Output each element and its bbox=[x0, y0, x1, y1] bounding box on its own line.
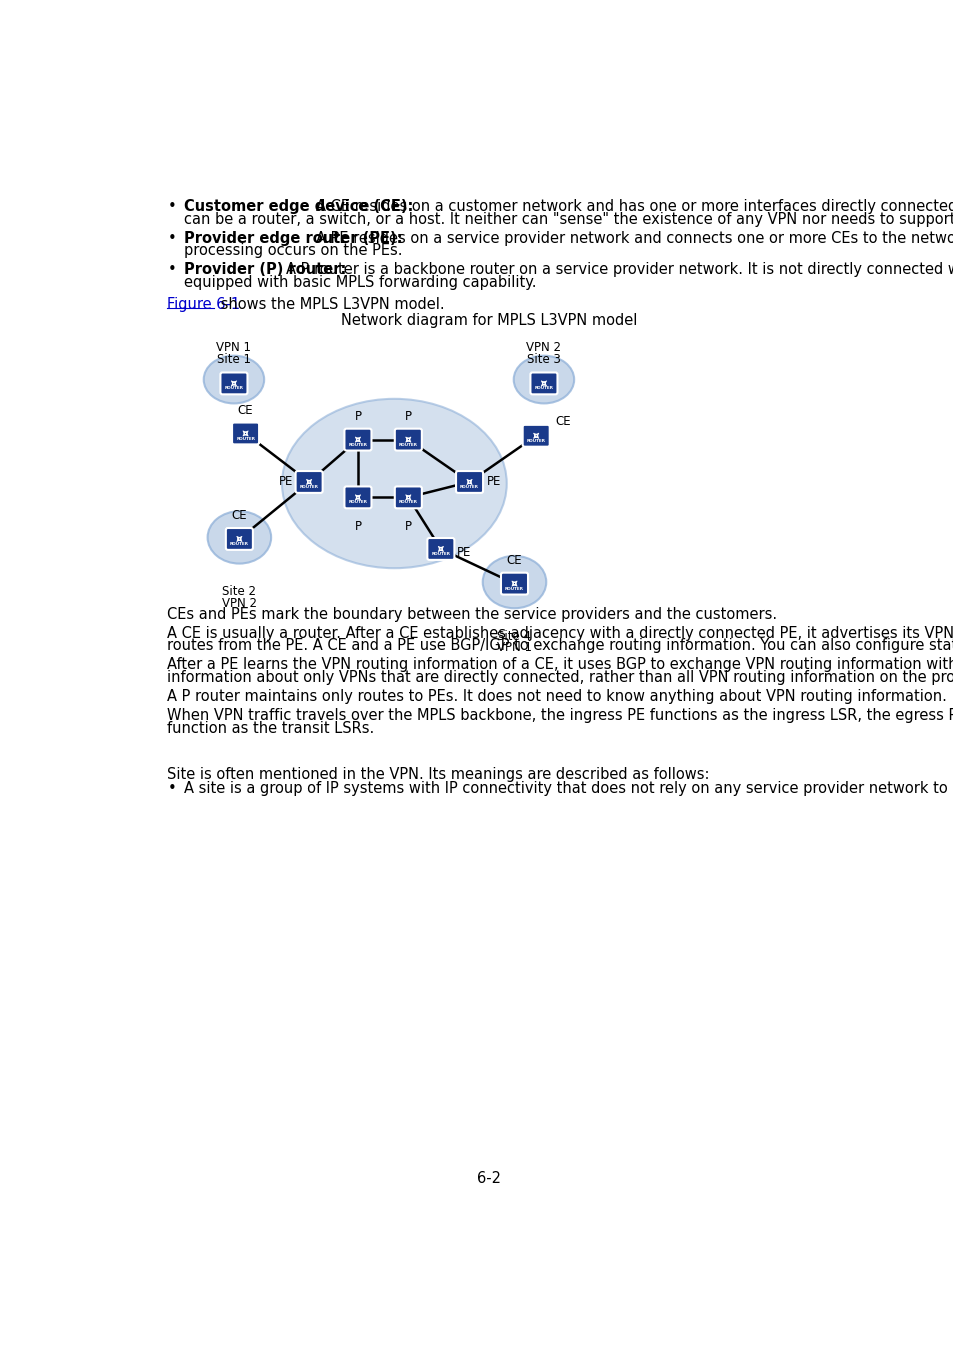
FancyBboxPatch shape bbox=[344, 429, 371, 451]
Text: •: • bbox=[167, 198, 176, 213]
Ellipse shape bbox=[204, 355, 264, 404]
Text: A CE resides on a customer network and has one or more interfaces directly conne: A CE resides on a customer network and h… bbox=[315, 198, 953, 213]
Text: A P router maintains only routes to PEs. It does not need to know anything about: A P router maintains only routes to PEs.… bbox=[167, 688, 946, 705]
Text: Customer edge device (CE):: Customer edge device (CE): bbox=[184, 198, 418, 213]
Text: ROUTER: ROUTER bbox=[459, 485, 478, 489]
Text: CEs and PEs mark the boundary between the service providers and the customers.: CEs and PEs mark the boundary between th… bbox=[167, 606, 777, 622]
Text: Figure 6-1: Figure 6-1 bbox=[167, 297, 240, 312]
Text: routes from the PE. A CE and a PE use BGP/IGP to exchange routing information. Y: routes from the PE. A CE and a PE use BG… bbox=[167, 639, 953, 653]
Text: ROUTER: ROUTER bbox=[299, 485, 318, 489]
Text: P: P bbox=[355, 409, 361, 423]
Text: A PE resides on a service provider network and connects one or more CEs to the n: A PE resides on a service provider netwo… bbox=[315, 231, 953, 246]
FancyBboxPatch shape bbox=[395, 486, 421, 509]
FancyBboxPatch shape bbox=[232, 423, 259, 444]
Text: Network diagram for MPLS L3VPN model: Network diagram for MPLS L3VPN model bbox=[340, 313, 637, 328]
Text: Provider edge router (PE):: Provider edge router (PE): bbox=[184, 231, 408, 246]
Text: ROUTER: ROUTER bbox=[236, 436, 254, 440]
Text: ROUTER: ROUTER bbox=[230, 543, 249, 545]
Text: •: • bbox=[167, 231, 176, 246]
FancyBboxPatch shape bbox=[395, 429, 421, 451]
Text: ROUTER: ROUTER bbox=[504, 587, 523, 591]
Text: When VPN traffic travels over the MPLS backbone, the ingress PE functions as the: When VPN traffic travels over the MPLS b… bbox=[167, 707, 953, 724]
Text: PE: PE bbox=[278, 475, 293, 489]
FancyBboxPatch shape bbox=[522, 425, 549, 447]
Text: Site is often mentioned in the VPN. Its meanings are described as follows:: Site is often mentioned in the VPN. Its … bbox=[167, 767, 709, 782]
Text: VPN 1: VPN 1 bbox=[497, 641, 532, 655]
Text: PE: PE bbox=[487, 475, 501, 489]
Text: Site 2: Site 2 bbox=[222, 585, 256, 598]
Text: CE: CE bbox=[506, 554, 521, 567]
Text: ROUTER: ROUTER bbox=[348, 501, 367, 505]
Ellipse shape bbox=[208, 512, 271, 563]
Ellipse shape bbox=[282, 398, 506, 568]
Text: PE: PE bbox=[456, 547, 471, 559]
Text: CE: CE bbox=[237, 404, 253, 417]
Text: VPN 1: VPN 1 bbox=[216, 342, 252, 354]
FancyBboxPatch shape bbox=[295, 471, 322, 493]
Text: ROUTER: ROUTER bbox=[431, 552, 450, 556]
Text: •: • bbox=[167, 780, 176, 795]
Text: Site 1: Site 1 bbox=[216, 354, 251, 366]
Ellipse shape bbox=[482, 556, 546, 609]
FancyBboxPatch shape bbox=[427, 539, 454, 560]
Text: Provider (P) router:: Provider (P) router: bbox=[184, 262, 352, 277]
Text: CE: CE bbox=[232, 509, 247, 522]
Text: ROUTER: ROUTER bbox=[526, 439, 545, 443]
Text: function as the transit LSRs.: function as the transit LSRs. bbox=[167, 721, 375, 736]
Text: ROUTER: ROUTER bbox=[224, 386, 243, 390]
Text: CE: CE bbox=[555, 414, 571, 428]
Text: P: P bbox=[404, 521, 412, 533]
Text: A CE is usually a router. After a CE establishes adjacency with a directly conne: A CE is usually a router. After a CE est… bbox=[167, 625, 953, 641]
Text: A P router is a backbone router on a service provider network. It is not directl: A P router is a backbone router on a ser… bbox=[286, 262, 953, 277]
Text: equipped with basic MPLS forwarding capability.: equipped with basic MPLS forwarding capa… bbox=[184, 275, 537, 290]
Text: shows the MPLS L3VPN model.: shows the MPLS L3VPN model. bbox=[215, 297, 444, 312]
FancyBboxPatch shape bbox=[456, 471, 482, 493]
Text: P: P bbox=[404, 409, 412, 423]
Text: VPN 2: VPN 2 bbox=[526, 342, 561, 354]
Text: ROUTER: ROUTER bbox=[398, 501, 417, 505]
FancyBboxPatch shape bbox=[530, 373, 557, 394]
FancyBboxPatch shape bbox=[226, 528, 253, 549]
Text: information about only VPNs that are directly connected, rather than all VPN rou: information about only VPNs that are dir… bbox=[167, 670, 953, 684]
Ellipse shape bbox=[513, 355, 574, 404]
Text: •: • bbox=[167, 262, 176, 277]
FancyBboxPatch shape bbox=[500, 572, 527, 594]
Text: A site is a group of IP systems with IP connectivity that does not rely on any s: A site is a group of IP systems with IP … bbox=[184, 780, 953, 795]
Text: VPN 2: VPN 2 bbox=[222, 597, 256, 610]
FancyBboxPatch shape bbox=[220, 373, 247, 394]
FancyBboxPatch shape bbox=[344, 486, 371, 509]
Text: ROUTER: ROUTER bbox=[398, 443, 417, 447]
Text: After a PE learns the VPN routing information of a CE, it uses BGP to exchange V: After a PE learns the VPN routing inform… bbox=[167, 657, 953, 672]
Text: Site 4: Site 4 bbox=[497, 630, 531, 643]
Text: 6-2: 6-2 bbox=[476, 1170, 500, 1185]
Text: P: P bbox=[355, 521, 361, 533]
Text: can be a router, a switch, or a host. It neither can "sense" the existence of an: can be a router, a switch, or a host. It… bbox=[184, 212, 953, 227]
Text: Site 3: Site 3 bbox=[526, 354, 560, 366]
Text: ROUTER: ROUTER bbox=[348, 443, 367, 447]
Text: ROUTER: ROUTER bbox=[534, 386, 553, 390]
Text: processing occurs on the PEs.: processing occurs on the PEs. bbox=[184, 243, 402, 258]
